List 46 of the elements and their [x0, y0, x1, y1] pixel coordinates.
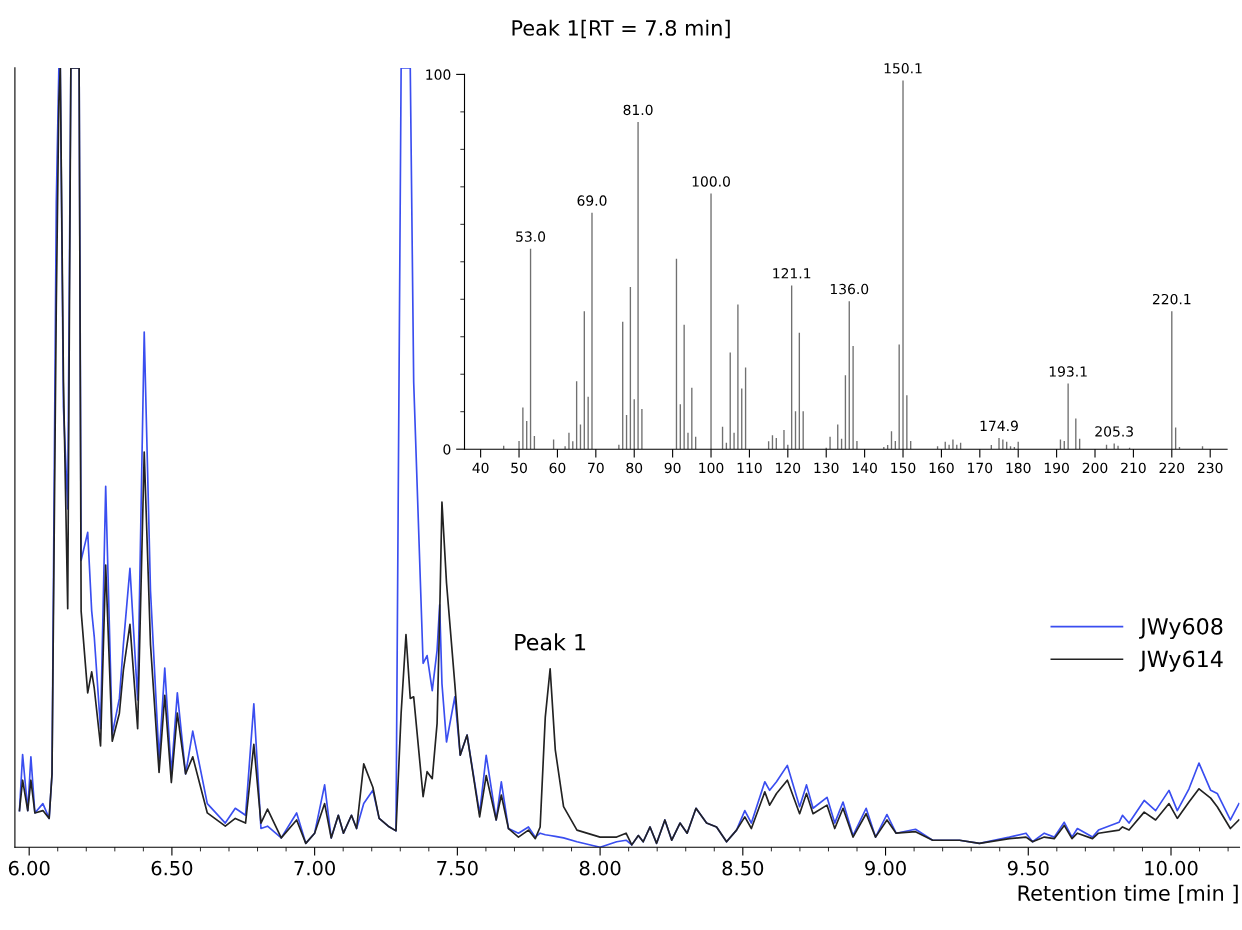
annotation: 150.1 [884, 63, 922, 74]
x-tick-label: 7.50 [437, 860, 478, 876]
x-tick-label: 6.00 [8, 860, 50, 876]
x-tick-label: 140 [852, 462, 877, 474]
chart-title: Peak 1[RT = 7.8 min] [512, 19, 730, 39]
x-tick-label: 8.00 [579, 860, 621, 876]
x-tick-label: 210 [1121, 462, 1146, 474]
x-tick-label: 170 [968, 462, 993, 474]
annotation: Peak 1 [515, 633, 586, 651]
x-tick-label: 180 [1006, 462, 1031, 474]
x-tick-label: 10.00 [1145, 860, 1198, 876]
annotation: 53.0 [516, 231, 546, 242]
annotation: 174.9 [980, 420, 1018, 432]
annotation: 220.1 [1152, 293, 1191, 305]
x-tick-label: 110 [737, 462, 762, 474]
annotation: 193.1 [1049, 366, 1087, 377]
annotation: 69.0 [577, 195, 607, 206]
x-tick-label: 40 [472, 462, 489, 474]
y-tick-label: 0 [443, 444, 451, 455]
x-tick-label: 7.00 [294, 860, 335, 876]
x-tick-label: 70 [588, 462, 604, 474]
x-tick-label: 9.50 [1007, 860, 1049, 876]
x-tick-label: 6.50 [151, 860, 193, 876]
x-tick-label: 8.50 [722, 860, 764, 876]
x-tick-label: 200 [1082, 462, 1108, 474]
x-tick-label: 9.00 [865, 860, 906, 876]
x-tick-label: 100 [699, 462, 724, 474]
x-tick-label: 130 [814, 462, 839, 474]
x-tick-label: 220 [1159, 462, 1185, 474]
x-tick-label: 90 [664, 462, 681, 474]
annotation: 205.3 [1095, 426, 1133, 437]
x-axis-title: Retention time [min ] [1018, 884, 1238, 904]
annotation: 121.1 [773, 268, 811, 279]
x-tick-label: 190 [1044, 462, 1069, 474]
annotation: 100.0 [692, 176, 730, 187]
legend-label: JWy608 [1139, 617, 1223, 640]
x-tick-label: 60 [549, 462, 566, 474]
legend-label: JWy614 [1139, 650, 1223, 672]
x-tick-label: 230 [1197, 462, 1223, 474]
x-tick-label: 120 [776, 462, 801, 474]
x-tick-label: 80 [626, 462, 643, 474]
annotation: 136.0 [830, 283, 869, 295]
x-tick-label: 160 [929, 462, 954, 474]
annotation: 81.0 [623, 104, 653, 116]
x-tick-label: 150 [891, 462, 916, 474]
x-tick-label: 50 [511, 462, 527, 474]
